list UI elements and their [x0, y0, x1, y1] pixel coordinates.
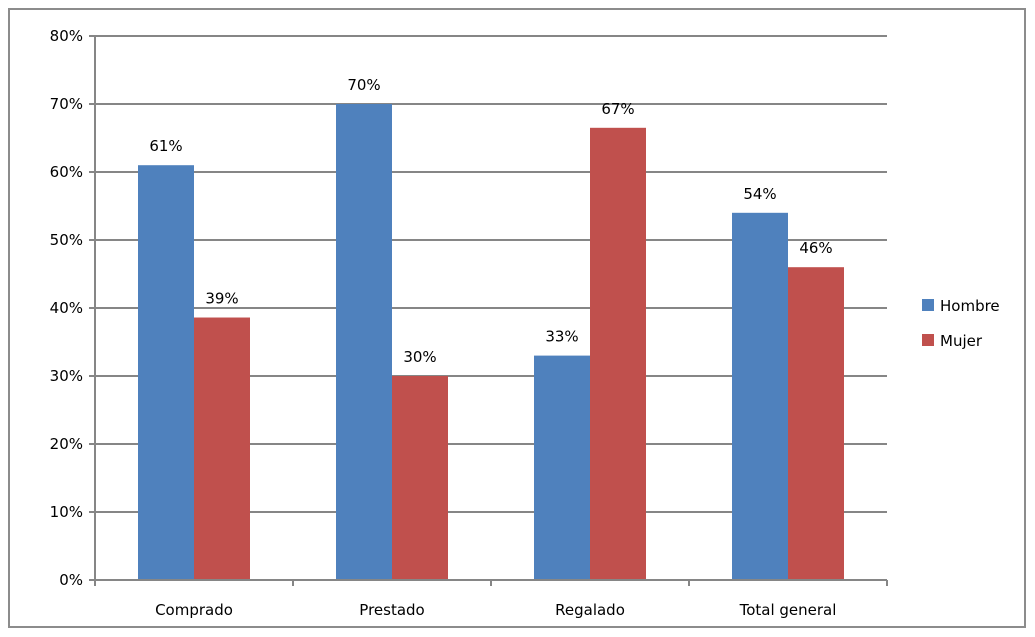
data-label: 30%: [403, 348, 436, 366]
y-tick-label: 40%: [50, 299, 83, 317]
y-axis-ticks: 0% 10% 20% 30% 40% 50% 60% 70% 80%: [50, 27, 95, 589]
y-tick-label: 80%: [50, 27, 83, 45]
y-tick-label: 50%: [50, 231, 83, 249]
y-tick-label: 20%: [50, 435, 83, 453]
legend-label: Hombre: [940, 297, 1000, 315]
x-tick-label: Regalado: [555, 601, 625, 619]
y-tick-label: 60%: [50, 163, 83, 181]
legend-swatch: [922, 299, 934, 311]
bar-mujer-1: [392, 376, 448, 580]
bar-hombre-3: [732, 212, 788, 581]
bar-hombre-1: [336, 104, 392, 580]
data-labels: 61% 39% 70% 30% 33% 67% 54% 46%: [149, 76, 832, 366]
data-label: 39%: [205, 290, 238, 308]
x-tick-label: Comprado: [155, 601, 233, 619]
legend-swatch: [922, 334, 934, 346]
y-tick-label: 70%: [50, 95, 83, 113]
data-label: 67%: [601, 100, 634, 118]
x-tick-label: Total general: [739, 601, 837, 619]
y-tick-label: 10%: [50, 503, 83, 521]
y-tick-label: 30%: [50, 367, 83, 385]
data-label: 33%: [545, 328, 578, 346]
bar-mujer-3: [788, 267, 844, 580]
bar-mujer-0: [194, 317, 250, 580]
bar-hombre-2: [534, 355, 590, 580]
y-tick-label: 0%: [59, 571, 83, 589]
bars: [138, 104, 844, 581]
data-label: 54%: [743, 185, 776, 203]
x-axis-ticks: Comprado Prestado Regalado Total general: [94, 580, 888, 619]
bar-hombre-0: [138, 165, 194, 580]
data-label: 61%: [149, 137, 182, 155]
bar-mujer-2: [590, 127, 646, 581]
legend-label: Mujer: [940, 332, 983, 350]
data-label: 70%: [347, 76, 380, 94]
legend: Hombre Mujer: [922, 297, 1000, 350]
x-tick-label: Prestado: [359, 601, 424, 619]
data-label: 46%: [799, 239, 832, 257]
